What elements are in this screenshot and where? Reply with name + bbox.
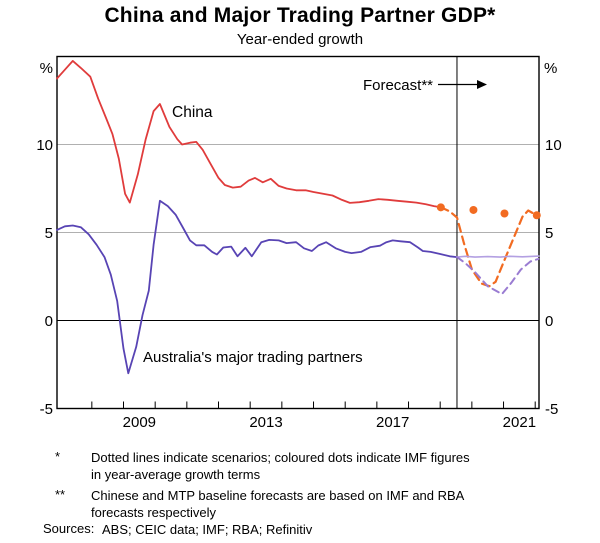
- series-0-history: [56, 60, 442, 209]
- y-label-right--5: -5: [545, 401, 558, 418]
- annotation-forecast-label: Forecast**: [363, 77, 433, 94]
- footnote-1-line-2: in year-average growth terms: [91, 467, 261, 482]
- y-label-left-5: 5: [45, 225, 53, 242]
- y-label-left-0: 0: [45, 313, 53, 330]
- chart-subtitle: Year-ended growth: [236, 31, 364, 48]
- footnote-2-line-2: forecasts respectively: [91, 505, 216, 520]
- footnote-2-marker: **: [55, 487, 66, 502]
- percent-label-right: %: [544, 60, 557, 77]
- x-label-2021: 2021: [503, 414, 536, 431]
- series-4-scenario: [456, 256, 540, 296]
- x-label-2017: 2017: [376, 414, 409, 431]
- sources-label: Sources:: [43, 521, 95, 536]
- series-2-history: [56, 199, 458, 375]
- x-label-2013: 2013: [249, 414, 282, 431]
- series-3-baseline: [456, 255, 540, 258]
- annotation-china-label: China: [172, 104, 213, 121]
- imf-dot-3: [532, 211, 541, 220]
- annotation-mtp-label: Australia's major trading partners: [143, 349, 363, 366]
- percent-label-left: %: [40, 60, 53, 77]
- footnote-1-marker: *: [55, 449, 61, 464]
- chart-canvas: 10 10 5 5 0 0 -5 -5% % 2009 2013 2017 2021 China Austr…: [36, 55, 562, 431]
- series-1-scenario: [439, 206, 538, 288]
- forecast-arrow-head: [477, 80, 487, 89]
- imf-dot-1: [469, 205, 478, 214]
- plot-frame: [56, 55, 540, 410]
- y-label-left--5: -5: [40, 401, 53, 418]
- sources-content: ABS; CEIC data; IMF; RBA; Refinitiv: [102, 522, 313, 537]
- chart-title: China and Major Trading Partner GDP*: [104, 4, 496, 27]
- footnote-1-line-1: Dotted lines indicate scenarios; coloure…: [91, 450, 470, 465]
- y-label-left-10: 10: [36, 137, 53, 154]
- imf-dot-2: [500, 209, 509, 218]
- imf-dot-0: [436, 203, 445, 212]
- y-label-right-10: 10: [545, 137, 562, 154]
- footnote-2-line-1: Chinese and MTP baseline forecasts are b…: [91, 488, 465, 503]
- y-label-right-5: 5: [545, 225, 553, 242]
- y-label-right-0: 0: [545, 313, 553, 330]
- x-label-2009: 2009: [123, 414, 156, 431]
